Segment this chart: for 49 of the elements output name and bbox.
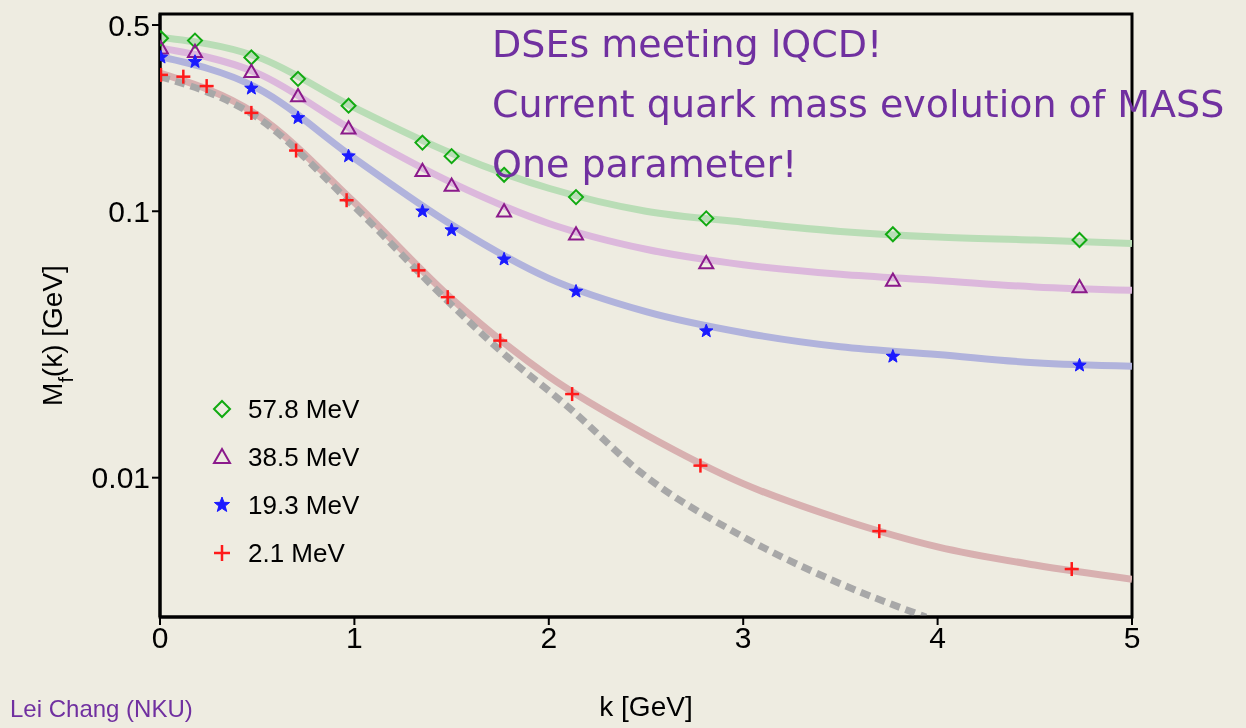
point	[884, 272, 901, 287]
point	[1071, 232, 1088, 249]
point	[496, 203, 513, 218]
point	[698, 254, 715, 270]
point	[290, 87, 307, 103]
point	[243, 49, 260, 66]
legend-label: 57.8 MeV	[248, 393, 360, 425]
annotation: DSEs meeting lQCD!	[492, 22, 883, 66]
point	[443, 148, 460, 165]
x-tick-label: 3	[734, 621, 752, 655]
x-tick-label: 5	[1123, 621, 1141, 655]
point	[290, 110, 306, 125]
point	[885, 349, 901, 363]
point	[290, 70, 307, 87]
point	[496, 251, 512, 266]
point	[444, 222, 459, 237]
y-tick-label: 0.1	[108, 194, 150, 228]
point	[698, 210, 715, 227]
point	[568, 189, 585, 206]
point	[243, 63, 260, 78]
x-tick-label: 1	[346, 621, 363, 655]
point	[414, 134, 431, 151]
point	[340, 97, 357, 114]
point	[884, 226, 901, 243]
point	[1071, 278, 1088, 294]
x-tick-label: 0	[151, 621, 169, 655]
point	[443, 177, 460, 192]
legend-label: 19.3 MeV	[248, 489, 360, 521]
point	[568, 226, 585, 241]
x-tick-label: 4	[929, 621, 946, 655]
y-tick-label: 0.5	[108, 8, 150, 42]
legend-label: 38.5 MeV	[248, 441, 360, 473]
point	[414, 162, 431, 177]
x-axis-title: k [GeV]	[599, 691, 693, 722]
point	[186, 43, 203, 58]
x-tick-label: 2	[540, 621, 558, 655]
point	[1072, 357, 1087, 372]
y-tick-label: 0.01	[91, 461, 150, 495]
point	[340, 120, 357, 135]
point	[415, 203, 430, 218]
point	[186, 32, 203, 49]
point	[244, 80, 259, 95]
point	[699, 323, 714, 338]
point	[187, 54, 203, 68]
point	[568, 283, 584, 298]
point	[341, 148, 356, 163]
annotation: One parameter!	[492, 142, 798, 186]
legend-label: 2.1 MeV	[248, 537, 345, 569]
text: Lei Chang (NKU)	[10, 695, 193, 723]
